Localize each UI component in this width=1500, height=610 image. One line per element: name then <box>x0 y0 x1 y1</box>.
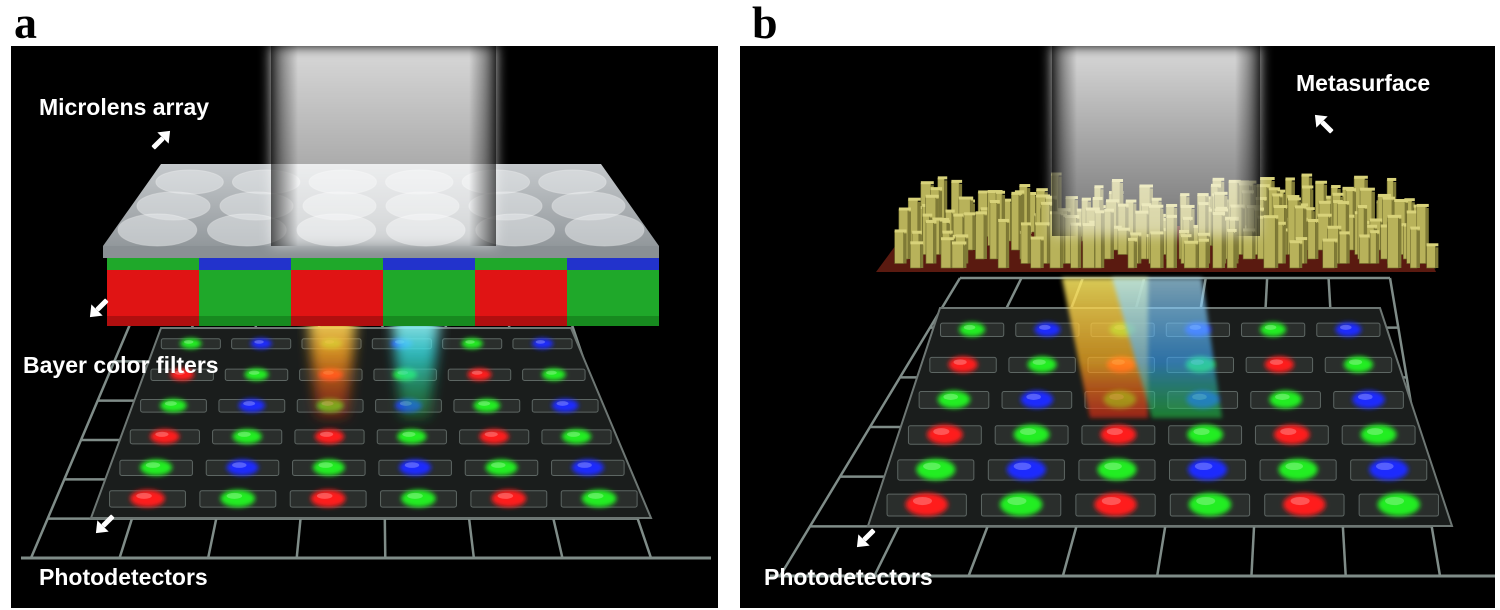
arrow-icon-metasurface <box>1314 114 1334 134</box>
pixel-blue <box>551 398 579 413</box>
arrow-icon-bayer <box>89 298 109 318</box>
pixel-green <box>244 368 269 381</box>
pixel-green <box>1097 458 1137 481</box>
panel-b-illustration <box>770 46 1495 578</box>
incident-light-beam-a <box>271 46 496 246</box>
pixel-red <box>905 492 948 517</box>
pixel-green <box>180 338 202 349</box>
pixel-green <box>1013 424 1050 445</box>
label-bayer-color-filters: Bayer color filters <box>23 352 219 378</box>
pixel-red <box>1283 492 1326 517</box>
pixel-red <box>467 368 492 381</box>
warm-light-beam <box>307 308 357 418</box>
pixel-red <box>948 356 978 373</box>
pixel-green <box>1360 424 1397 445</box>
pixel-red <box>1100 424 1137 445</box>
panel-letter-b: b <box>752 0 778 48</box>
pixel-green <box>1260 322 1287 337</box>
arrow-icon-microlens <box>151 130 171 150</box>
pixel-red <box>927 424 963 445</box>
pixel-blue <box>399 459 432 476</box>
pixel-red <box>170 368 195 381</box>
panel-b-figure: Metasurface Photodetectors <box>740 46 1495 608</box>
pixel-green <box>140 459 173 476</box>
pixel-green <box>312 459 345 476</box>
arrow-icon-photodetectors-b <box>856 528 876 548</box>
pixel-green <box>401 489 436 508</box>
pixel-red <box>314 429 345 444</box>
pixel-red <box>1094 492 1137 517</box>
pixel-green <box>1343 356 1374 373</box>
pixel-green <box>160 398 187 413</box>
arrow-icon-photodetectors-a <box>95 514 115 534</box>
label-photodetectors-a: Photodetectors <box>39 564 208 590</box>
pixel-green <box>220 489 256 508</box>
pixel-green <box>561 429 592 444</box>
pixel-green <box>937 390 971 409</box>
pixel-red <box>1264 356 1294 373</box>
photodetector-pixels-a <box>89 327 653 519</box>
cool-light-beam <box>391 308 441 418</box>
pixel-red <box>479 429 509 444</box>
label-metasurface: Metasurface <box>1296 70 1431 96</box>
pixel-green <box>1269 390 1302 409</box>
pixel-red <box>1274 424 1310 445</box>
pixel-red <box>130 489 165 508</box>
pixel-blue <box>250 338 272 349</box>
pixel-blue <box>1369 458 1409 481</box>
pixel-green <box>541 368 566 381</box>
pixel-green <box>397 429 427 444</box>
incident-light-beam-b <box>1052 46 1260 236</box>
pixel-green <box>1377 492 1420 517</box>
pixel-blue <box>238 398 266 413</box>
arrows-a <box>89 130 171 534</box>
panel-letter-a: a <box>14 0 37 48</box>
panel-a-figure: Microlens array Bayer color filters Phot… <box>11 46 718 608</box>
panel-a-illustration <box>21 46 711 560</box>
pixel-blue <box>1352 390 1385 409</box>
pixel-green <box>1187 424 1223 445</box>
pixel-blue <box>1335 322 1362 337</box>
pixel-green <box>1278 458 1318 481</box>
pixel-green <box>959 322 986 337</box>
pixel-blue <box>1188 458 1228 481</box>
bayer-color-filters-layer <box>107 258 659 326</box>
pixel-red <box>310 489 346 508</box>
pixel-green <box>581 489 617 508</box>
pixel-blue <box>1034 322 1061 337</box>
blue-light-cone <box>1112 278 1222 418</box>
label-photodetectors-b: Photodetectors <box>764 564 933 590</box>
pixel-green <box>485 459 518 476</box>
pixel-blue <box>226 459 259 476</box>
pixel-green <box>1027 356 1057 373</box>
pixel-red <box>150 429 180 444</box>
pixel-green <box>999 492 1043 517</box>
pixel-blue <box>571 459 604 476</box>
pixel-blue <box>1006 458 1046 481</box>
color-beams-b <box>1062 278 1222 418</box>
label-microlens-array: Microlens array <box>39 94 210 120</box>
pixel-green <box>232 429 262 444</box>
pixel-blue <box>1020 390 1054 409</box>
arrows-b <box>856 114 1334 548</box>
pixel-red <box>491 489 527 508</box>
pixel-green <box>461 338 483 349</box>
pixel-green <box>916 458 956 481</box>
pixel-green <box>1188 492 1232 517</box>
color-beams-a <box>307 308 441 418</box>
pixel-blue <box>531 338 554 349</box>
pixel-green <box>473 398 501 413</box>
